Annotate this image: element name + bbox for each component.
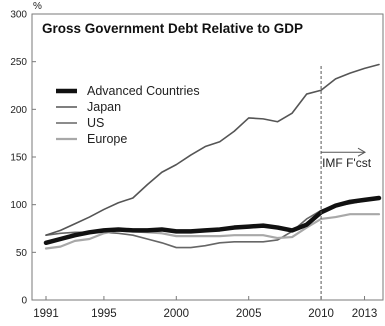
y-tick-label: 50 xyxy=(16,248,28,259)
y-tick-label: 200 xyxy=(10,105,27,116)
y-tick-label: 150 xyxy=(10,153,27,164)
x-axis: 1991 1995 2000 2005 2010 2013 xyxy=(33,296,377,320)
chart-title: Gross Government Debt Relative to GDP xyxy=(42,21,303,36)
x-tick-label: 1991 xyxy=(33,308,59,320)
series-line-japan xyxy=(45,63,380,236)
x-tick-label: 2005 xyxy=(236,308,262,320)
annotation-layer: IMF F'cst xyxy=(320,66,372,300)
x-tick-label: 2000 xyxy=(164,308,190,320)
y-tick-label: 0 xyxy=(21,296,27,307)
forecast-arrow-head xyxy=(357,147,367,157)
legend: Advanced Countries Japan US Europe xyxy=(56,84,200,146)
y-axis-unit-label: % xyxy=(33,1,42,12)
y-tick-label: 100 xyxy=(10,200,27,211)
series-layer xyxy=(43,63,382,250)
x-tick-label: 2013 xyxy=(352,308,378,320)
y-tick-label: 250 xyxy=(10,57,27,68)
legend-entry: US xyxy=(87,116,104,130)
y-tick-label: 300 xyxy=(10,10,27,21)
y-axis: 0 50 100 150 200 250 300 xyxy=(10,10,36,307)
x-tick-label: 2010 xyxy=(308,308,334,320)
forecast-label: IMF F'cst xyxy=(322,156,372,170)
legend-entry: Advanced Countries xyxy=(87,84,200,98)
x-tick-label: 1995 xyxy=(91,308,117,320)
series-line-advanced-countries xyxy=(43,195,382,246)
series-line-europe xyxy=(44,213,381,250)
legend-entry: Europe xyxy=(87,132,127,146)
legend-entry: Japan xyxy=(87,100,121,114)
